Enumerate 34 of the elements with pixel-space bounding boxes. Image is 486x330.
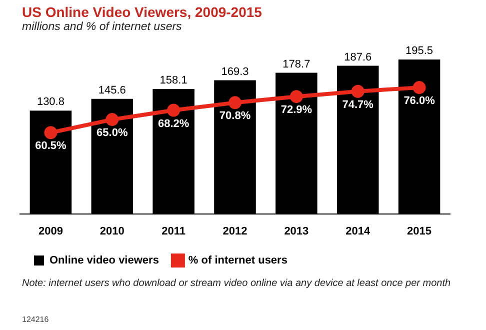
- point: [412, 81, 426, 94]
- data-label: 187.6: [344, 51, 372, 64]
- x-tick-label: 2014: [346, 225, 371, 238]
- chart-title: US Online Video Viewers, 2009-2015: [22, 4, 262, 20]
- point: [228, 96, 242, 110]
- chart-subtitle: millions and % of internet users: [22, 21, 182, 33]
- point: [44, 126, 58, 140]
- data-label: 158.1: [160, 74, 188, 87]
- x-tick-label: 2013: [284, 225, 309, 238]
- data-label: 130.8: [36, 96, 64, 108]
- data-label: 70.8%: [219, 110, 251, 122]
- data-label: 76.0%: [404, 95, 436, 108]
- text: Note: internet users who download or stream video online via any device at least once per month: [22, 278, 452, 290]
- point: [167, 104, 180, 117]
- x-tick-label: 2011: [162, 225, 186, 238]
- data-label: 65.0%: [96, 127, 128, 140]
- data-label: 169.3: [221, 66, 249, 78]
- data-label: 74.7%: [342, 98, 374, 111]
- legend-label: % of internet users: [188, 254, 288, 267]
- point: [106, 113, 119, 126]
- data-label: 195.5: [406, 45, 434, 58]
- x-tick-label: 2012: [222, 225, 248, 238]
- text: 124216: [22, 315, 49, 324]
- data-label: 145.6: [98, 84, 126, 96]
- data-label: 178.7: [282, 58, 310, 70]
- legend-label: Online video viewers: [50, 254, 159, 267]
- x-tick-label: 2009: [38, 225, 63, 238]
- x-tick-label: 2010: [100, 225, 124, 238]
- point: [290, 90, 303, 104]
- data-label: 68.2%: [158, 118, 190, 130]
- x-tick-label: 2015: [407, 225, 432, 238]
- point: [351, 84, 364, 98]
- data-label: 72.9%: [280, 104, 312, 116]
- data-label: 60.5%: [35, 140, 67, 152]
